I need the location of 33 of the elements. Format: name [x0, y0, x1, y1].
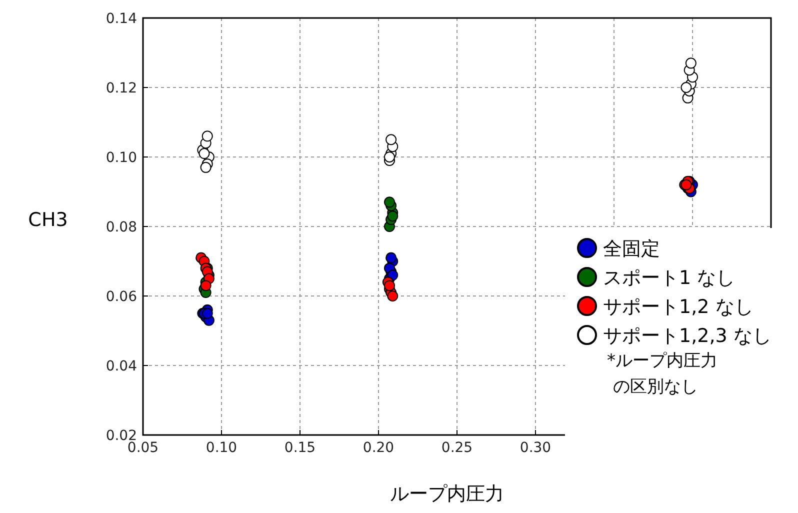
y-tick-label: 0.08 — [106, 220, 137, 236]
y-tick-label: 0.06 — [106, 289, 138, 305]
annotation: *ループ内圧力の区別なし — [607, 351, 718, 397]
y-tick-label: 0.10 — [106, 150, 137, 166]
y-tick-label: 0.04 — [106, 358, 138, 374]
x-tick-label: 0.10 — [206, 440, 238, 456]
point — [387, 210, 398, 222]
point — [384, 196, 395, 208]
x-tick-label: 0.25 — [441, 440, 473, 456]
point — [386, 252, 397, 264]
x-axis-title: ループ内圧力 — [390, 483, 504, 505]
point — [200, 162, 212, 173]
y-tick-label: 0.14 — [106, 11, 138, 27]
x-tick-label: 0.30 — [520, 440, 552, 456]
point — [384, 152, 395, 162]
point — [387, 290, 398, 302]
legend-label: 全固定 — [603, 238, 660, 260]
point — [685, 58, 696, 69]
point — [386, 134, 397, 146]
point — [680, 82, 692, 93]
point — [202, 308, 213, 319]
x-tick-label: 0.20 — [362, 440, 394, 456]
legend-label: スポート1 なし — [603, 267, 736, 289]
y-tick-label: 0.12 — [106, 80, 137, 96]
legend-label: サポート1,2 なし — [603, 296, 754, 318]
point — [384, 280, 395, 292]
point — [202, 130, 213, 142]
legend-label: サポート1,2,3 なし — [603, 325, 772, 347]
x-tick-label: 0.15 — [284, 440, 316, 456]
point — [198, 148, 210, 160]
y-axis-title: CH3 — [28, 209, 68, 231]
point — [200, 280, 212, 292]
x-tick-label: 0.05 — [127, 440, 159, 456]
